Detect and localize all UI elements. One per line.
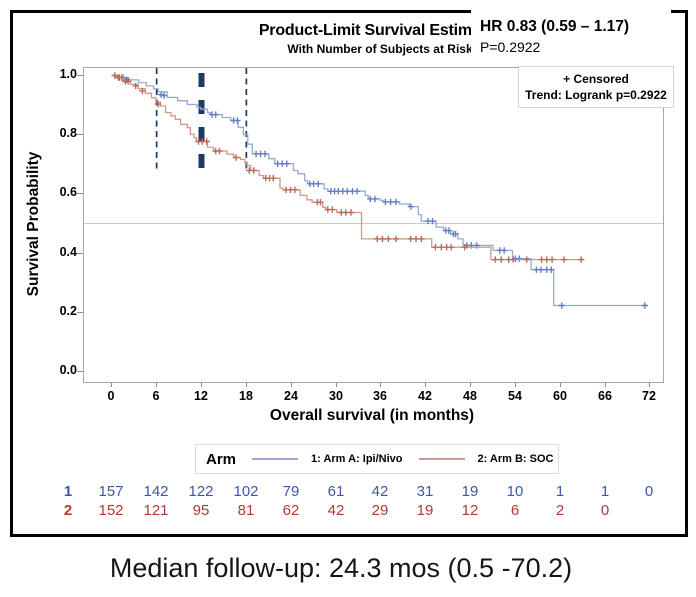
x-tick-label-48: 48 — [463, 389, 477, 403]
y-tick-label-1.0: 1.0 — [59, 67, 77, 81]
km-plot-svg — [84, 68, 663, 309]
x-tick-label-24: 24 — [284, 389, 298, 403]
at-risk-value-arm2-m18: 81 — [237, 502, 255, 519]
x-tick-mark — [246, 382, 247, 387]
x-tick-mark — [425, 382, 426, 387]
at-risk-value-arm1-m66: 1 — [600, 483, 610, 500]
arm-b-legend-label: 2: Arm B: SOC — [477, 453, 554, 465]
at-risk-value-arm1-m60: 1 — [555, 483, 565, 500]
at-risk-value-arm1-m36: 42 — [371, 483, 389, 500]
at-risk-value-arm1-m24: 79 — [282, 483, 300, 500]
y-axis-title: Survival Probability — [25, 151, 42, 297]
at-risk-value-arm1-m48: 19 — [461, 483, 479, 500]
at-risk-value-arm1-m72: 0 — [644, 483, 654, 500]
censor-marks-arm-a — [116, 74, 648, 309]
arm-a-line-swatch — [252, 458, 299, 460]
y-tick-label-0.8: 0.8 — [59, 126, 77, 140]
at-risk-value-arm2-m0: 152 — [98, 502, 124, 519]
x-tick-mark — [605, 382, 606, 387]
at-risk-value-arm2-m66: 0 — [600, 502, 610, 519]
x-tick-label-30: 30 — [329, 389, 343, 403]
x-tick-label-6: 6 — [152, 389, 160, 403]
hazard-ratio-value: HR 0.83 (0.59 – 1.17) — [480, 18, 630, 35]
x-tick-mark — [380, 382, 381, 387]
at-risk-value-arm2-m48: 12 — [461, 502, 479, 519]
y-tick-mark — [77, 75, 83, 76]
x-tick-mark — [156, 382, 157, 387]
arm-a-legend-label: 1: Arm A: Ipi/Nivo — [311, 453, 403, 465]
x-tick-label-66: 66 — [598, 389, 612, 403]
at-risk-value-arm2-m36: 29 — [371, 502, 389, 519]
at-risk-value-arm2-m60: 2 — [555, 502, 565, 519]
median-followup-text: Median follow-up: 24.3 mos (0.5 -70.2) — [109, 553, 573, 583]
x-tick-mark — [649, 382, 650, 387]
x-tick-mark — [515, 382, 516, 387]
y-tick-mark — [77, 134, 83, 135]
x-tick-mark — [560, 382, 561, 387]
hazard-ratio-pvalue: P=0.2922 — [480, 39, 541, 55]
at-risk-value-arm2-m54: 6 — [510, 502, 520, 519]
y-tick-mark — [77, 371, 83, 372]
censor-marks-arm-b — [111, 72, 585, 263]
at-risk-value-arm1-m42: 31 — [416, 483, 434, 500]
x-tick-mark — [336, 382, 337, 387]
at-risk-value-arm2-m24: 62 — [282, 502, 300, 519]
x-tick-label-12: 12 — [194, 389, 208, 403]
trend-logrank-label: Trend: Logrank p=0.2922 — [525, 88, 667, 102]
at-risk-value-arm1-m54: 10 — [506, 483, 524, 500]
y-tick-mark — [77, 193, 83, 194]
plot-subtitle: With Number of Subjects at Risk — [287, 42, 473, 56]
x-tick-mark — [291, 382, 292, 387]
x-tick-mark — [470, 382, 471, 387]
at-risk-row-label-1: 1 — [63, 483, 73, 500]
x-tick-mark — [111, 382, 112, 387]
plot-title: Product-Limit Survival Estimates — [258, 22, 504, 39]
x-tick-label-60: 60 — [553, 389, 567, 403]
km-curve-arm-a — [111, 74, 645, 307]
x-tick-label-18: 18 — [239, 389, 253, 403]
x-tick-label-54: 54 — [508, 389, 522, 403]
at-risk-value-arm1-m6: 142 — [143, 483, 169, 500]
at-risk-value-arm1-m0: 157 — [98, 483, 124, 500]
censored-label: + Censored — [563, 72, 629, 86]
y-tick-label-0.0: 0.0 — [59, 363, 77, 377]
at-risk-value-arm2-m12: 95 — [192, 502, 210, 519]
x-tick-label-72: 72 — [642, 389, 656, 403]
x-tick-label-0: 0 — [107, 389, 115, 403]
y-tick-mark — [77, 312, 83, 313]
arm-b-line-swatch — [418, 458, 465, 460]
y-tick-label-0.6: 0.6 — [59, 185, 77, 199]
at-risk-value-arm2-m30: 42 — [327, 502, 345, 519]
at-risk-row-label-2: 2 — [63, 502, 73, 519]
hazard-ratio-annotation: HR 0.83 (0.59 – 1.17) P=0.2922 — [471, 6, 671, 62]
x-axis-title: Overall survival (in months) — [269, 407, 475, 424]
km-plot-area — [83, 67, 664, 383]
arm-legend-title: Arm — [206, 450, 237, 468]
at-risk-value-arm1-m30: 61 — [327, 483, 345, 500]
y-tick-mark — [77, 253, 83, 254]
x-tick-mark — [201, 382, 202, 387]
at-risk-value-arm1-m18: 102 — [233, 483, 259, 500]
censored-legend-box: + Censored Trend: Logrank p=0.2922 — [518, 66, 674, 108]
arm-legend-box: Arm 1: Arm A: Ipi/Nivo 2: Arm B: SOC — [195, 444, 559, 474]
at-risk-value-arm2-m6: 121 — [143, 502, 169, 519]
at-risk-value-arm2-m42: 19 — [416, 502, 434, 519]
km-curve-arm-b — [111, 74, 583, 261]
x-tick-label-42: 42 — [418, 389, 432, 403]
at-risk-value-arm1-m12: 122 — [188, 483, 214, 500]
x-tick-label-36: 36 — [373, 389, 387, 403]
y-tick-label-0.4: 0.4 — [59, 245, 77, 259]
y-tick-label-0.2: 0.2 — [59, 304, 77, 318]
